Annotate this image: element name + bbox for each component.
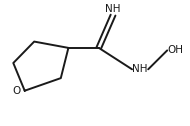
Text: OH: OH	[167, 45, 183, 55]
Text: O: O	[12, 86, 20, 96]
Text: NH: NH	[105, 4, 121, 14]
Text: NH: NH	[132, 64, 148, 74]
